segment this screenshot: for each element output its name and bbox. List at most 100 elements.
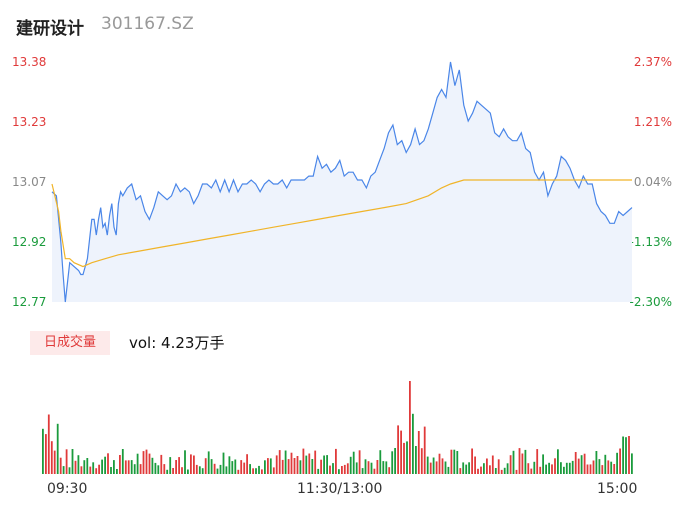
volume-bar <box>255 468 257 474</box>
volume-bar <box>272 467 275 474</box>
volume-bar <box>533 461 536 474</box>
volume-bar <box>557 449 559 474</box>
time-label-close: 15:00 <box>597 481 638 497</box>
volume-bar <box>483 463 485 474</box>
volume-bar <box>65 449 68 474</box>
volume-bar <box>444 461 447 474</box>
volume-bar <box>127 460 130 474</box>
volume-bar <box>480 466 482 474</box>
volume-bar <box>101 459 103 474</box>
volume-bar <box>364 459 367 474</box>
volume-bar <box>468 462 470 474</box>
volume-bar <box>261 469 263 474</box>
volume-bar <box>406 441 408 474</box>
volume-bar <box>77 455 80 474</box>
volume-bar <box>234 459 237 474</box>
price-tick-left-4: 12.77 <box>12 295 47 309</box>
volume-bar <box>373 468 376 474</box>
volume-bar <box>622 436 624 474</box>
volume-bar <box>190 454 192 474</box>
volume-bar <box>267 458 269 474</box>
volume-bar <box>376 460 379 474</box>
volume-bar <box>311 459 314 474</box>
volume-bar <box>184 450 186 474</box>
volume-bar <box>628 436 630 474</box>
volume-bar <box>521 453 524 474</box>
volume-bar <box>397 425 399 474</box>
volume-bar <box>394 448 396 474</box>
volume-bar <box>198 466 201 474</box>
volume-bar <box>59 457 62 474</box>
volume-bar <box>619 448 621 474</box>
volume-bar <box>305 455 308 474</box>
volume-bar <box>435 461 438 474</box>
volume-bar <box>391 451 394 474</box>
volume-bar <box>160 454 163 474</box>
volume-bar <box>536 449 539 474</box>
volume-bar <box>577 458 580 474</box>
volume-bar <box>166 469 169 474</box>
volume-bar <box>355 462 358 474</box>
volume-bar <box>338 469 340 474</box>
volume-bar <box>385 461 388 474</box>
volume-bar <box>477 468 479 474</box>
volume-bar <box>314 450 317 474</box>
volume-bar <box>83 460 86 474</box>
volume-bar <box>423 426 426 474</box>
price-tick-left-1: 13.23 <box>12 115 47 129</box>
volume-bar <box>62 466 65 474</box>
volume-bar <box>53 450 56 474</box>
volume-bar <box>243 462 246 474</box>
volume-bar <box>181 467 183 474</box>
volume-bar <box>500 469 503 474</box>
volume-bar <box>512 450 515 474</box>
volume-bar <box>403 442 405 474</box>
volume-bar <box>139 464 142 474</box>
volume-bar <box>459 468 462 474</box>
volume-bar <box>249 464 251 474</box>
volume-bar <box>296 456 299 474</box>
volume-bar <box>326 455 328 474</box>
volume-bar <box>589 464 592 474</box>
volume-bar <box>524 449 527 474</box>
volume-bar <box>595 451 598 474</box>
volume-bar <box>119 455 121 474</box>
volume-bar <box>104 456 106 474</box>
volume-bar <box>308 453 311 474</box>
volume-bar <box>563 466 565 474</box>
volume-bar <box>284 450 287 474</box>
volume-bar <box>264 460 266 474</box>
volume-bar <box>216 468 219 474</box>
volume-bar <box>506 463 509 474</box>
time-label-open: 09:30 <box>47 481 88 497</box>
pct-tick-right-4: -2.30% <box>629 295 672 309</box>
volume-bar <box>74 460 77 474</box>
volume-bar <box>548 462 550 474</box>
volume-bar <box>323 455 325 474</box>
volume-bar <box>68 467 71 474</box>
volume-bar <box>580 455 583 474</box>
volume-bar <box>565 462 568 474</box>
volume-bar <box>489 465 491 474</box>
volume-bar <box>610 461 613 474</box>
volume-bar <box>222 452 225 474</box>
volume-bar <box>210 459 213 474</box>
price-tick-left-0: 13.38 <box>12 55 47 69</box>
volume-bar <box>175 460 177 474</box>
volume-bar <box>545 464 547 474</box>
volume-bar <box>80 466 83 474</box>
volume-bar <box>145 449 148 474</box>
volume-bar <box>172 468 174 474</box>
volume-bar <box>116 469 118 474</box>
volume-bar <box>349 456 352 474</box>
volume-bar <box>47 414 50 474</box>
volume-readout: vol: 4.23万手 <box>129 334 225 352</box>
volume-bar <box>530 468 533 474</box>
volume-bar <box>246 454 248 474</box>
volume-bar <box>574 452 577 474</box>
volume-bar <box>240 460 243 474</box>
volume-bar <box>343 464 346 474</box>
tab-daily-volume[interactable]: 日成交量 <box>30 331 110 355</box>
volume-bar <box>509 455 512 474</box>
volume-bar <box>539 466 542 474</box>
